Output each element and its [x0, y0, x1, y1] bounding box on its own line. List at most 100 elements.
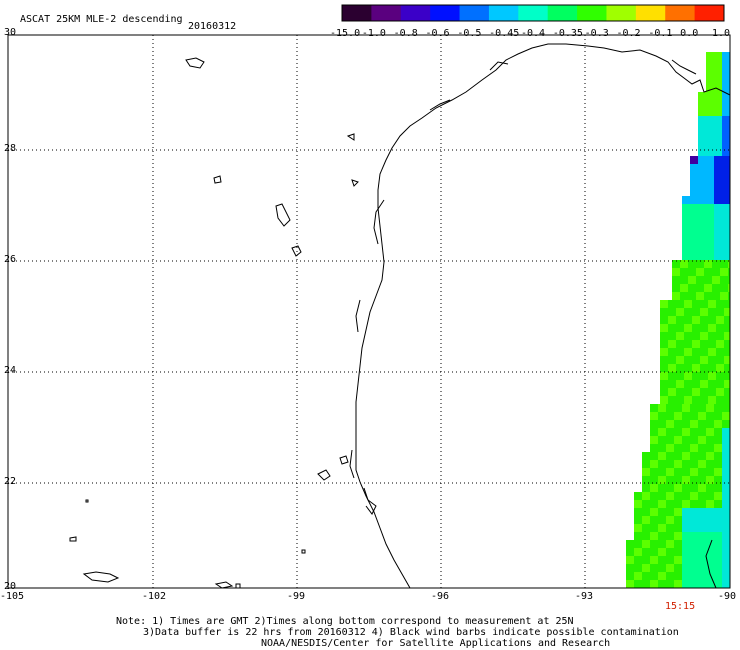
swath-cell [690, 484, 698, 492]
swath-cell [676, 324, 684, 332]
swath-cell [666, 532, 674, 540]
swath-cell [658, 428, 666, 436]
swath-cell [706, 196, 714, 204]
swath-cell [706, 516, 714, 524]
swath-cell [722, 100, 730, 108]
swath-cell [706, 68, 714, 76]
swath-cell [658, 548, 666, 556]
swath-cell [674, 500, 682, 508]
swath-cell [716, 332, 724, 340]
swath-cell [682, 492, 690, 500]
swath-cell [722, 452, 730, 460]
swath-cell [708, 308, 716, 316]
swath-cell [658, 444, 666, 452]
swath-cell [714, 60, 722, 68]
swath-cell [698, 484, 706, 492]
swath-cell [666, 476, 674, 484]
swath-cell [714, 412, 722, 420]
swath-cell [674, 484, 682, 492]
swath-cell [674, 508, 682, 516]
swath-cell [714, 548, 722, 556]
swath-cell [708, 300, 716, 308]
swath-cell [634, 492, 642, 500]
swath-cell [724, 340, 730, 348]
swath-cell [690, 468, 698, 476]
swath-cell [700, 348, 708, 356]
swath-cell [672, 284, 680, 292]
swath-cell [704, 260, 712, 268]
swath-cell [712, 276, 720, 284]
swath-cell [684, 372, 692, 380]
swath-cell [708, 316, 716, 324]
swath-cell [698, 172, 706, 180]
swath-cell [674, 412, 682, 420]
swath-cell [690, 164, 698, 172]
swath-cell [666, 508, 674, 516]
swath-cell [698, 420, 706, 428]
swath-cell [706, 180, 714, 188]
swath-cell [642, 492, 650, 500]
swath-cell [706, 508, 714, 516]
swath-cell [682, 532, 690, 540]
swath-cell [690, 196, 698, 204]
swath-cell [650, 508, 658, 516]
swath-cell [650, 572, 658, 580]
swath-cell [690, 252, 698, 260]
swath-cell [706, 548, 714, 556]
colorbar-segment [635, 5, 666, 21]
swath-cell [682, 564, 690, 572]
swath-cell [708, 388, 716, 396]
swath-cell [684, 396, 692, 404]
swath-cell [700, 308, 708, 316]
swath-cell [698, 572, 706, 580]
swath-cell [688, 260, 696, 268]
swath-cell [700, 388, 708, 396]
swath-cell [716, 380, 724, 388]
swath-cell [698, 476, 706, 484]
swath-cell [650, 412, 658, 420]
swath-cell [642, 540, 650, 548]
swath-cell [698, 140, 706, 148]
swath-cell [650, 580, 658, 588]
swath-cell [692, 332, 700, 340]
swath-cell [724, 348, 730, 356]
swath-cell [668, 388, 676, 396]
swath-cell [692, 380, 700, 388]
swath-cell [642, 548, 650, 556]
swath-cell [706, 532, 714, 540]
map-frame [7, 34, 731, 589]
swath-cell [674, 468, 682, 476]
data-swath [626, 52, 730, 588]
swath-cell [708, 372, 716, 380]
swath-cell [716, 300, 724, 308]
graticule [8, 35, 730, 588]
swath-cell [722, 116, 730, 124]
swath-cell [712, 284, 720, 292]
swath-cell [698, 492, 706, 500]
swath-cell [698, 100, 706, 108]
swath-cell [714, 404, 722, 412]
swath-cell [668, 340, 676, 348]
swath-cell [708, 356, 716, 364]
swath-cell [698, 132, 706, 140]
note-line-3: NOAA/NESDIS/Center for Satellite Applica… [261, 638, 611, 649]
swath-cell [682, 476, 690, 484]
swath-cell [716, 388, 724, 396]
swath-cell [706, 140, 714, 148]
swath-cell [674, 564, 682, 572]
swath-cell [682, 540, 690, 548]
swath-cell [722, 508, 730, 516]
colorbar-segment [606, 5, 637, 21]
swath-cell [706, 524, 714, 532]
swath-cell [666, 572, 674, 580]
swath-cell [642, 460, 650, 468]
swath-cell [706, 156, 714, 164]
swath-cell [722, 540, 730, 548]
swath-cell [658, 460, 666, 468]
swath-cell [722, 172, 730, 180]
swath-cell [700, 316, 708, 324]
swath-cell [690, 524, 698, 532]
swath-cell [698, 196, 706, 204]
swath-cell [682, 412, 690, 420]
swath-cell [680, 284, 688, 292]
